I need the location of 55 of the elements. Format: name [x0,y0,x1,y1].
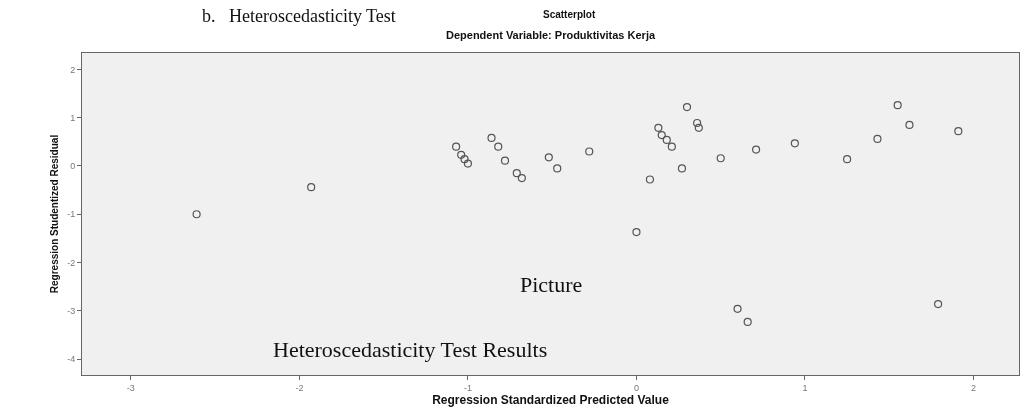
y-tick-label: -1 [67,209,76,220]
point [657,130,666,140]
point [693,118,702,128]
x-tick-label: 1 [802,382,808,393]
point [585,147,594,156]
point [662,135,671,144]
point [954,127,963,136]
point [667,142,676,151]
annotation: Heteroscedasticity Test Results [273,337,548,362]
x-tick-label: -3 [126,382,135,393]
point [694,123,703,132]
point [487,133,496,143]
point [500,156,510,165]
point [517,173,526,183]
y-tick-label: -3 [67,305,76,316]
y-tick-label: -4 [67,354,76,365]
x-axis-title: Regression Standardized Predicted Value [432,392,670,407]
x-tick-label: -1 [463,382,472,393]
y-tick-label: -2 [67,257,76,268]
y-axis-title: Regression Studentized Residual [49,134,61,294]
point [790,139,799,148]
point [192,210,201,219]
point [752,145,761,154]
point [463,159,473,168]
point [512,169,521,178]
point [307,183,316,192]
point [733,304,742,313]
point [632,228,641,237]
y-tick-label: 0 [70,161,76,172]
point [553,164,562,173]
x-tick-label: -2 [295,382,304,393]
point [905,120,914,130]
point [743,317,752,326]
point [460,155,469,164]
y-tick-label: 1 [70,112,76,123]
point [544,153,553,162]
point [843,155,852,164]
point [934,299,943,309]
annotation: Picture [520,272,583,297]
point [457,150,466,159]
point [682,102,692,112]
text: b. Heteroscedasticity Test [202,6,396,26]
x-tick-label: 0 [633,382,639,393]
chart-subtitle: Dependent Variable: Produktivitas Kerja [446,29,656,41]
chart-title: Scatterplot [543,9,596,20]
point [677,164,687,173]
point [645,175,655,184]
y-tick-label: 2 [70,64,76,75]
point [654,123,663,132]
x-tick-label: 2 [970,382,977,393]
point [873,134,882,144]
point [893,101,902,110]
point [716,154,725,163]
point [452,142,461,151]
point [494,142,503,151]
